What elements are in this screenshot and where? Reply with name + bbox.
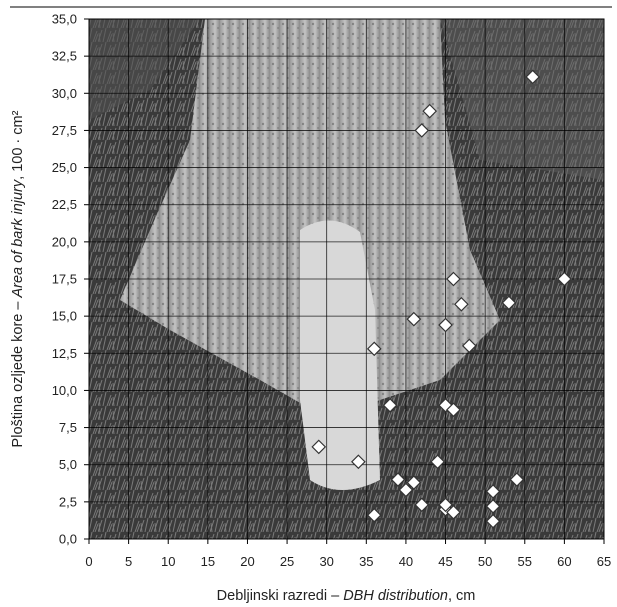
data-point [501,295,517,311]
x-tick-label: 45 [438,554,452,569]
data-point [406,475,422,490]
y-tick-label: 5,0 [59,457,77,472]
data-points [311,69,572,529]
y-tick-label: 7,5 [59,420,77,435]
data-point [485,484,501,499]
data-point [446,402,461,418]
data-point [525,69,541,85]
data-point [390,472,406,487]
y-tick-label: 32,5 [52,49,77,64]
plot-frame [88,18,605,540]
y-axis-label: Ploština ozljede kore – Area of bark inj… [10,110,26,447]
y-tick-label: 20,0 [52,234,77,249]
data-point [446,271,461,287]
y-tick-labels: 0,0 2,5 5,0 7,5 10,0 12,5 15,0 17,5 20,0 22,5 25,0… [52,12,77,547]
x-tick-label: 55 [518,554,532,569]
data-point [485,498,501,514]
data-point [454,296,469,312]
x-tick-label: 40 [399,554,413,569]
data-point [398,482,414,498]
y-tick-label: 2,5 [59,494,77,509]
y-tick-label: 0,0 [59,532,77,547]
y-tick-label: 27,5 [52,123,77,138]
y-tick-label: 22,5 [52,197,77,212]
data-point [414,123,430,138]
y-tick-label: 15,0 [52,309,77,324]
y-tick-label: 12,5 [52,346,77,361]
data-point [557,271,572,287]
y-tick-label: 10,0 [52,383,77,398]
data-point [414,497,430,513]
x-axis-label: Debljinski razredi – DBH distribution, c… [217,588,476,604]
data-point [509,472,525,487]
x-tick-labels: 0 5 10 15 20 25 30 35 40 45 50 55 60 65 [85,554,611,569]
data-point [422,103,438,119]
data-point [438,497,453,513]
x-tick-label: 0 [85,554,92,569]
data-point [446,504,461,520]
x-tick-label: 60 [557,554,571,569]
data-point [311,439,327,455]
data-point [406,311,422,327]
data-point [366,507,382,523]
y-tick-label: 30,0 [52,86,77,101]
x-tick-label: 5 [125,554,132,569]
data-point [438,317,453,333]
y-tick-label: 17,5 [52,272,77,287]
data-point [485,513,501,529]
y-tick-label: 25,0 [52,160,77,175]
x-tick-label: 10 [161,554,175,569]
x-tick-label: 35 [359,554,373,569]
x-tick-label: 50 [478,554,492,569]
data-point [351,454,366,470]
y-tick-label: 35,0 [52,12,77,27]
data-point [430,454,445,470]
x-tick-label: 20 [240,554,254,569]
data-point [366,341,382,357]
data-point [461,338,477,354]
x-tick-label: 65 [597,554,611,569]
x-tick-label: 30 [319,554,333,569]
data-point [382,397,398,413]
x-tick-label: 15 [201,554,215,569]
x-tick-label: 25 [280,554,294,569]
